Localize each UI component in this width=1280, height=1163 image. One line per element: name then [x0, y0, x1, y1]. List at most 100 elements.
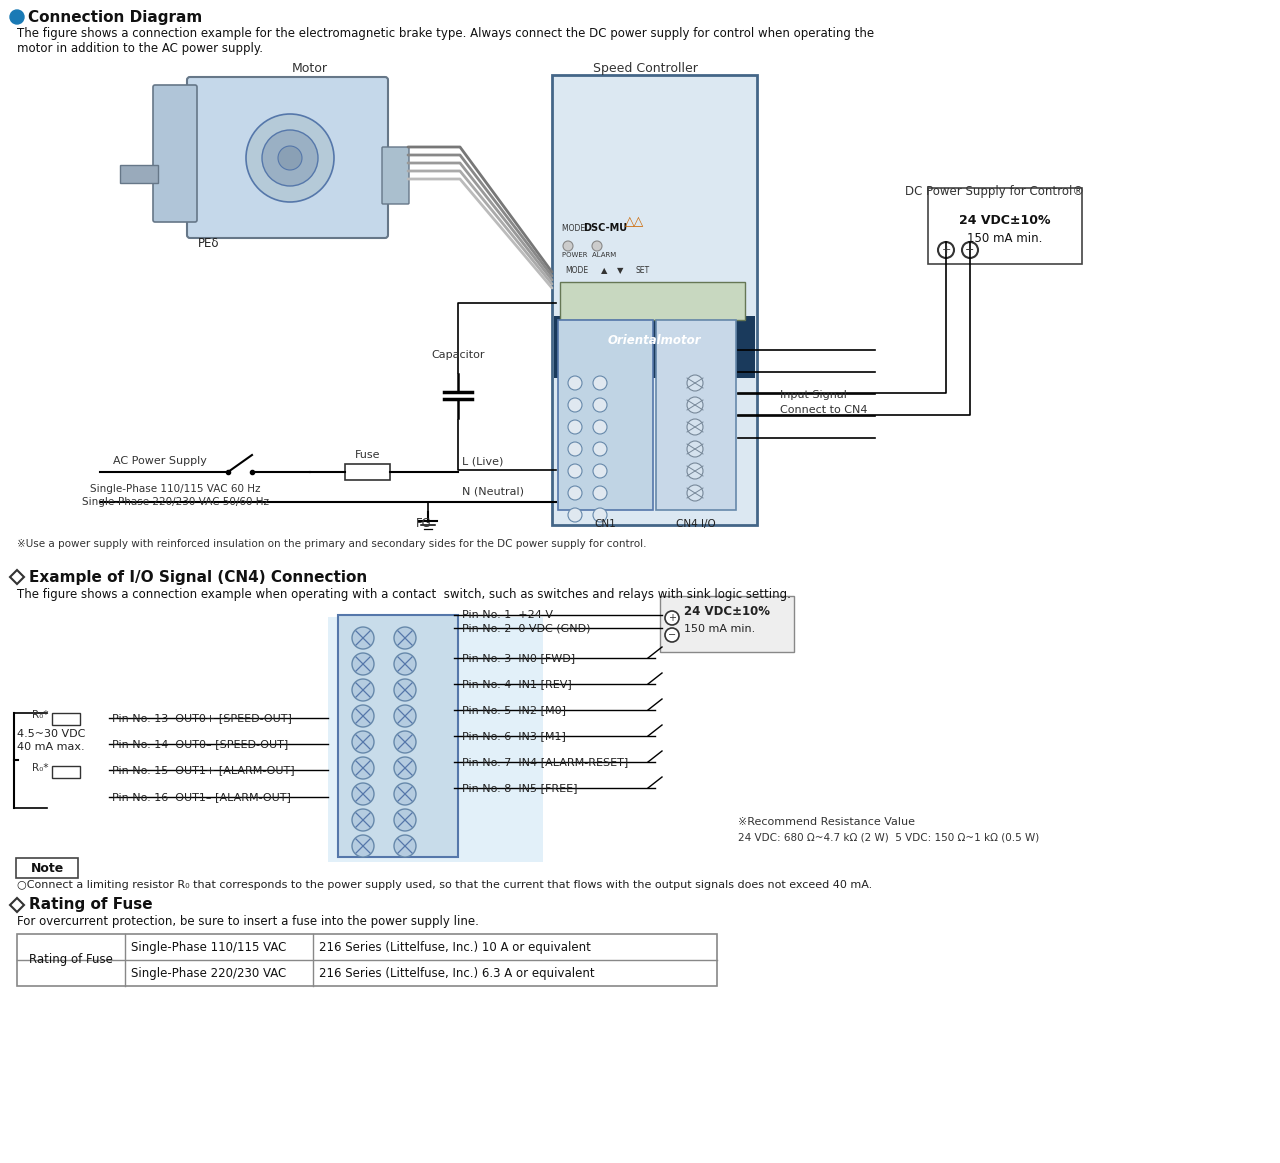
Circle shape	[593, 508, 607, 522]
Text: 24 VDC±10%: 24 VDC±10%	[959, 214, 1051, 227]
Circle shape	[394, 732, 416, 752]
Circle shape	[352, 835, 374, 857]
Circle shape	[394, 627, 416, 649]
Text: Single-Phase 220/230 VAC 50/60 Hz: Single-Phase 220/230 VAC 50/60 Hz	[82, 497, 269, 507]
Text: FG: FG	[416, 518, 431, 530]
Bar	[338, 615, 458, 857]
Circle shape	[593, 398, 607, 412]
Text: R₀*: R₀*	[32, 763, 49, 773]
Circle shape	[687, 441, 703, 457]
Circle shape	[568, 398, 582, 412]
Circle shape	[593, 376, 607, 390]
Text: motor in addition to the AC power supply.: motor in addition to the AC power supply…	[17, 42, 262, 55]
Text: 150 mA min.: 150 mA min.	[968, 231, 1043, 245]
Text: 216 Series (Littelfuse, Inc.) 6.3 A or equivalent: 216 Series (Littelfuse, Inc.) 6.3 A or e…	[319, 966, 595, 979]
Text: R₀*: R₀*	[32, 709, 49, 720]
Text: Pin No. 5  IN2 [M0]: Pin No. 5 IN2 [M0]	[462, 705, 566, 715]
Text: +: +	[668, 613, 676, 623]
Circle shape	[246, 114, 334, 202]
Bar	[554, 316, 755, 378]
Text: Pin No. 1  +24 V: Pin No. 1 +24 V	[462, 611, 553, 620]
Text: ▼: ▼	[617, 266, 623, 274]
Circle shape	[262, 130, 317, 186]
Bar	[52, 713, 79, 725]
Circle shape	[352, 652, 374, 675]
Text: AC Power Supply: AC Power Supply	[113, 456, 207, 466]
Circle shape	[568, 464, 582, 478]
Text: Pin No. 14  OUT0– [SPEED-OUT]: Pin No. 14 OUT0– [SPEED-OUT]	[113, 739, 288, 749]
FancyBboxPatch shape	[660, 595, 794, 652]
Circle shape	[352, 705, 374, 727]
FancyBboxPatch shape	[154, 85, 197, 222]
FancyBboxPatch shape	[381, 147, 410, 204]
Circle shape	[352, 809, 374, 832]
Text: +: +	[941, 245, 951, 255]
Text: The figure shows a connection example when operating with a contact  switch, suc: The figure shows a connection example wh…	[17, 587, 791, 600]
Text: DSC-MU: DSC-MU	[582, 223, 627, 233]
Text: MODE: MODE	[564, 266, 588, 274]
Text: 150 mA min.: 150 mA min.	[684, 625, 755, 634]
Text: 40 mA max.: 40 mA max.	[17, 742, 84, 752]
Text: SET: SET	[636, 266, 650, 274]
Circle shape	[591, 241, 602, 251]
Text: Motor: Motor	[292, 62, 328, 74]
Text: N (Neutral): N (Neutral)	[462, 486, 524, 495]
Text: ※Use a power supply with reinforced insulation on the primary and secondary side: ※Use a power supply with reinforced insu…	[17, 538, 646, 549]
Circle shape	[352, 783, 374, 805]
Circle shape	[352, 732, 374, 752]
Circle shape	[568, 486, 582, 500]
Circle shape	[394, 705, 416, 727]
Circle shape	[687, 374, 703, 391]
Text: Pin No. 16  OUT1– [ALARM-OUT]: Pin No. 16 OUT1– [ALARM-OUT]	[113, 792, 291, 802]
Circle shape	[666, 611, 678, 625]
Text: Fuse: Fuse	[356, 450, 380, 461]
Bar	[561, 281, 745, 320]
Text: POWER  ALARM: POWER ALARM	[562, 252, 616, 258]
Text: Pin No. 7  IN4 [ALARM-RESET]: Pin No. 7 IN4 [ALARM-RESET]	[462, 757, 628, 768]
Circle shape	[563, 241, 573, 251]
Text: Pin No. 15  OUT1+ [ALARM-OUT]: Pin No. 15 OUT1+ [ALARM-OUT]	[113, 765, 294, 775]
Circle shape	[352, 679, 374, 701]
FancyBboxPatch shape	[552, 74, 756, 525]
Text: CN1: CN1	[594, 519, 616, 529]
Text: ▲: ▲	[602, 266, 608, 274]
Bar	[17, 934, 717, 986]
Text: Single-Phase 220/230 VAC: Single-Phase 220/230 VAC	[131, 966, 287, 979]
Text: −: −	[668, 630, 676, 640]
Text: Speed Controller: Speed Controller	[593, 62, 698, 74]
Text: PEδ: PEδ	[198, 237, 219, 250]
Text: Single-Phase 110/115 VAC: Single-Phase 110/115 VAC	[131, 941, 287, 954]
Text: 216 Series (Littelfuse, Inc.) 10 A or equivalent: 216 Series (Littelfuse, Inc.) 10 A or eq…	[319, 941, 591, 954]
Text: MODEL: MODEL	[562, 224, 591, 233]
Text: Capacitor: Capacitor	[431, 350, 485, 361]
Text: Pin No. 3  IN0 [FWD]: Pin No. 3 IN0 [FWD]	[462, 652, 575, 663]
FancyBboxPatch shape	[187, 77, 388, 238]
Circle shape	[394, 809, 416, 832]
FancyBboxPatch shape	[15, 858, 78, 878]
Text: Rating of Fuse: Rating of Fuse	[29, 954, 113, 966]
Text: Orientalmotor: Orientalmotor	[607, 334, 700, 347]
Circle shape	[394, 783, 416, 805]
Text: △△: △△	[625, 215, 644, 228]
Circle shape	[666, 628, 678, 642]
Text: Connect to CN4: Connect to CN4	[780, 405, 868, 415]
Text: ※Recommend Resistance Value: ※Recommend Resistance Value	[739, 816, 915, 827]
Circle shape	[568, 420, 582, 434]
Circle shape	[278, 147, 302, 170]
Bar	[558, 320, 653, 511]
Text: Note: Note	[31, 862, 64, 875]
Text: Pin No. 13  OUT0+ [SPEED-OUT]: Pin No. 13 OUT0+ [SPEED-OUT]	[113, 713, 292, 723]
Circle shape	[593, 486, 607, 500]
Text: Connection Diagram: Connection Diagram	[28, 9, 202, 24]
Circle shape	[10, 10, 24, 24]
Circle shape	[963, 242, 978, 258]
Text: Rating of Fuse: Rating of Fuse	[29, 898, 152, 913]
Text: Pin No. 6  IN3 [M1]: Pin No. 6 IN3 [M1]	[462, 732, 566, 741]
Circle shape	[687, 419, 703, 435]
Bar	[346, 464, 390, 480]
Text: Pin No. 8  IN5 [FREE]: Pin No. 8 IN5 [FREE]	[462, 783, 577, 793]
Text: Example of I/O Signal (CN4) Connection: Example of I/O Signal (CN4) Connection	[29, 570, 367, 585]
Text: For overcurrent protection, be sure to insert a fuse into the power supply line.: For overcurrent protection, be sure to i…	[17, 914, 479, 928]
Circle shape	[352, 627, 374, 649]
Circle shape	[593, 420, 607, 434]
